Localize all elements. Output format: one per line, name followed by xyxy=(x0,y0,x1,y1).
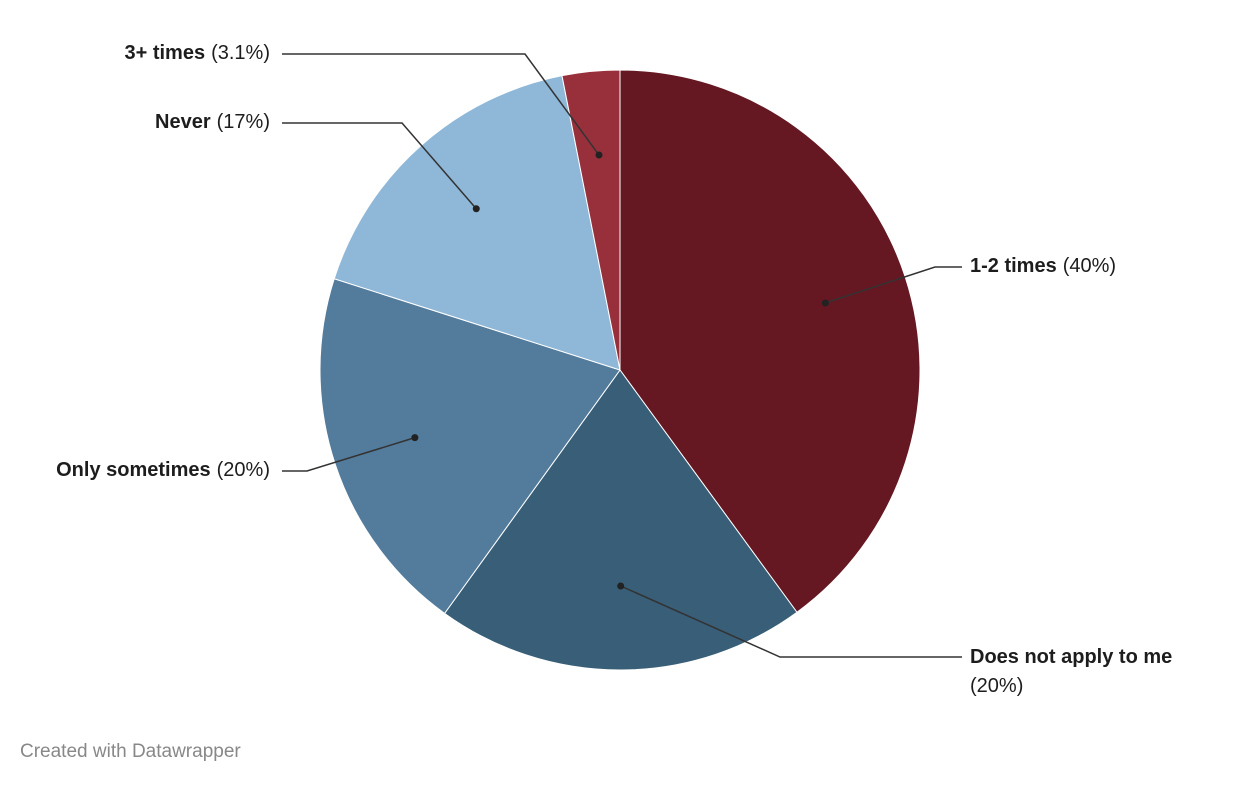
pie-slice xyxy=(319,278,621,615)
pie-slice xyxy=(561,69,621,371)
pie-slice xyxy=(333,75,621,371)
leader-dot xyxy=(472,205,480,213)
leader-dot xyxy=(821,299,829,307)
value-label: (17%) xyxy=(217,111,270,133)
leader-line xyxy=(282,436,416,472)
leader-line xyxy=(282,122,477,210)
category-name: 3+ times xyxy=(124,42,205,64)
value-label: (20%) xyxy=(970,675,1023,697)
labels: 1-2 times (40%)Does not apply to me (20%)O… xyxy=(56,42,1172,697)
slice-label: Never (17%) xyxy=(155,111,270,133)
pie-slice xyxy=(443,369,798,671)
slice-label: 1-2 times (40%) xyxy=(970,255,1116,277)
slice-label: Does not apply to me (20%) xyxy=(970,646,1172,697)
value-label: (20%) xyxy=(217,459,270,481)
slice-label: 3+ times (3.1%) xyxy=(124,42,270,64)
leader-line xyxy=(825,266,962,304)
footer: Created with Datawrapper xyxy=(20,741,241,762)
category-name: Only sometimes xyxy=(56,459,211,481)
leader-line xyxy=(282,53,600,156)
category-name: 1-2 times xyxy=(970,255,1057,277)
leader-line xyxy=(620,585,962,658)
value-label: (3.1%) xyxy=(211,42,270,64)
leader-dot xyxy=(617,582,625,590)
pie xyxy=(319,69,921,671)
slice-label: Only sometimes (20%) xyxy=(56,459,270,481)
category-name: Never xyxy=(155,111,211,133)
leader-dot xyxy=(595,151,603,159)
leader-dot xyxy=(411,434,419,442)
category-name: Does not apply to me xyxy=(970,646,1172,668)
value-label: (40%) xyxy=(1063,255,1116,277)
